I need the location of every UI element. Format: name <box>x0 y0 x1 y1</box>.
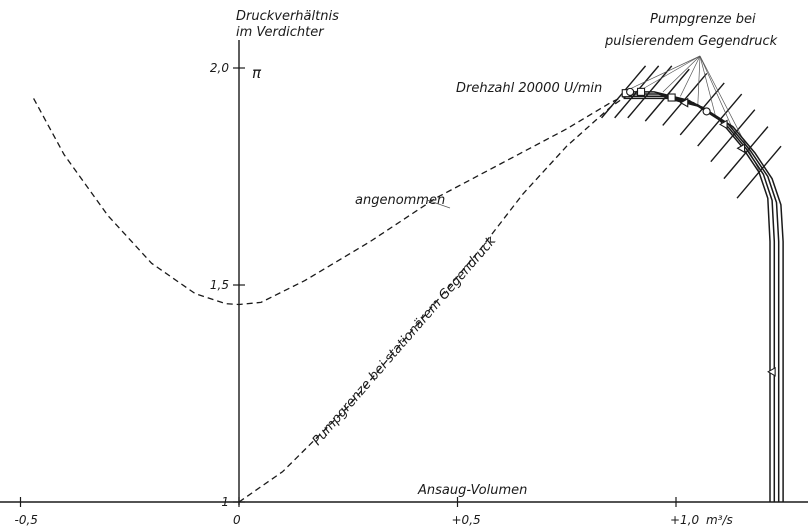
leader-lines <box>627 55 760 171</box>
series-4 <box>623 95 780 502</box>
marker-circle-1 <box>626 87 635 96</box>
series-0 <box>33 91 633 306</box>
x-tick-label-3: +1,0 <box>670 513 700 527</box>
series-2 <box>623 91 771 502</box>
surge-hatching <box>601 65 782 199</box>
y-tick-label-1: 1,5 <box>210 278 229 292</box>
marker-triangle-7 <box>736 143 746 154</box>
leader-line-0 <box>627 55 701 91</box>
x-axis-unit: m³/s <box>706 513 733 527</box>
x-tick-label-1: 0 <box>233 513 241 527</box>
x-axis-label: Ansaug-Volumen <box>417 483 527 498</box>
surge-pulsating-label-line1: Pumpgrenze bei <box>650 12 756 27</box>
y-axis-label-line1: Druckverhältnis <box>236 9 339 24</box>
x-tick-label-0: -0,5 <box>15 513 38 527</box>
y-axis-symbol: π <box>252 64 262 82</box>
leader-line-7 <box>699 55 760 171</box>
markers <box>621 87 776 377</box>
x-tick-label-2: +0,5 <box>452 513 481 527</box>
marker-triangle-8 <box>767 366 776 377</box>
leader-line-2 <box>662 55 701 93</box>
assumed-leader <box>426 199 451 209</box>
series-5 <box>623 97 784 502</box>
y-axis-label-line2: im Verdichter <box>236 25 325 40</box>
marker-triangle-6 <box>718 119 728 130</box>
series-group <box>33 91 784 503</box>
surge-stationary-annotation: Pumpgrenze bei stationärem Gegendruck <box>310 233 500 448</box>
y-tick-label-0: 1 <box>221 495 229 509</box>
axes <box>0 40 808 505</box>
leader-line-5 <box>699 55 716 116</box>
surge-pulsating-label-line2: pulsierendem Gegendruck <box>604 34 778 49</box>
marker-circle-5 <box>702 107 711 116</box>
y-tick-label-2: 2,0 <box>210 61 229 75</box>
speed-annotation: Drehzahl 20000 U/min <box>456 81 602 96</box>
marker-square-3 <box>667 93 676 102</box>
leader-line-1 <box>640 55 701 91</box>
leader-line-3 <box>680 55 701 97</box>
leader-line-4 <box>697 55 701 105</box>
y-ticks: 1 1,5 2,0 <box>210 61 245 509</box>
marker-triangle-4 <box>679 97 689 108</box>
series-3 <box>623 93 776 502</box>
series-1 <box>238 91 633 503</box>
assumed-annotation: angenommen <box>355 193 445 208</box>
marker-square-2 <box>636 87 646 96</box>
